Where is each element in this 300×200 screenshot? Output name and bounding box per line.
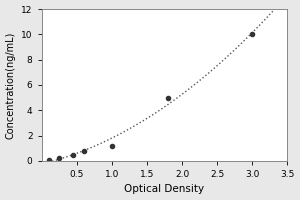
X-axis label: Optical Density: Optical Density xyxy=(124,184,205,194)
Y-axis label: Concentration(ng/mL): Concentration(ng/mL) xyxy=(6,31,16,139)
Point xyxy=(81,150,86,153)
Point xyxy=(110,144,114,147)
Point xyxy=(250,33,255,36)
Point xyxy=(71,153,76,156)
Point xyxy=(166,96,170,99)
Point xyxy=(57,157,62,160)
Point xyxy=(46,159,51,162)
